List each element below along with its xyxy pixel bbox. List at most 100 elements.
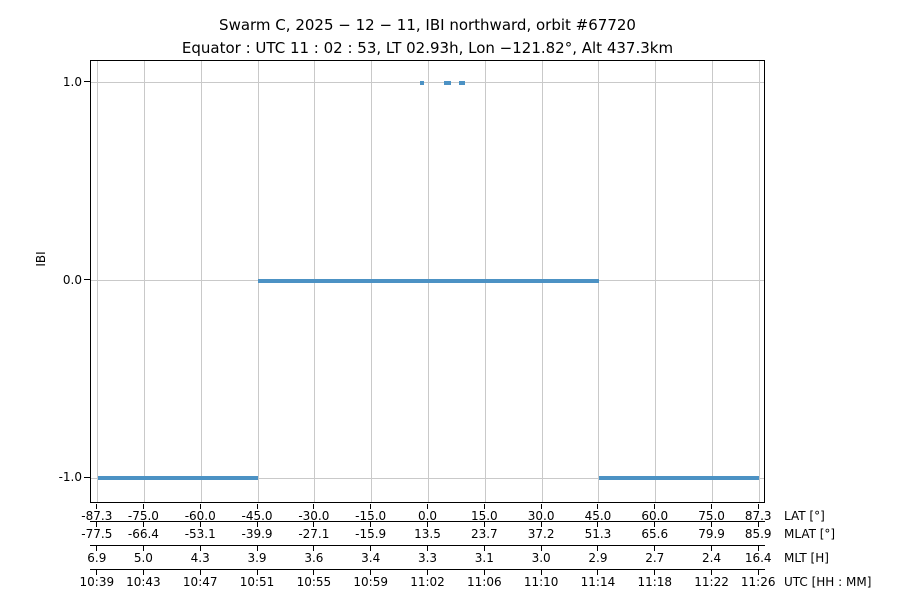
x-tick-mark [313, 570, 315, 575]
x-tick-label: 16.4 [744, 551, 772, 565]
x-tick-mark [370, 570, 372, 575]
x-axis-row-label: LAT [°] [784, 509, 825, 523]
x-tick-label: 10:47 [182, 575, 218, 589]
x-tick-mark [757, 570, 759, 575]
x-tick-mark [483, 570, 485, 575]
x-tick-label: -66.4 [127, 527, 159, 541]
x-tick-label: 10:55 [296, 575, 332, 589]
x-tick-mark [256, 546, 258, 551]
x-tick-label: 3.6 [304, 551, 324, 565]
x-tick-mark [142, 570, 144, 575]
x-tick-mark [757, 546, 759, 551]
x-axis-spine [90, 569, 765, 570]
x-tick-mark [757, 504, 759, 509]
x-tick-label: 2.9 [588, 551, 608, 565]
gridline-vertical [655, 61, 657, 502]
x-tick-label: 3.3 [417, 551, 438, 565]
x-tick-label: -77.5 [81, 527, 113, 541]
x-tick-label: 10:39 [79, 575, 115, 589]
x-tick-label: -45.0 [241, 509, 273, 523]
x-tick-mark [142, 522, 144, 527]
x-tick-mark [757, 522, 759, 527]
x-tick-mark [96, 546, 98, 551]
y-tick-label: 0.0 [62, 272, 82, 287]
x-axis-row-label: UTC [HH : MM] [784, 575, 872, 589]
x-tick-mark [313, 546, 315, 551]
data-marker-ibi-1 [444, 80, 451, 85]
x-tick-mark [711, 504, 713, 509]
plot-area [90, 60, 765, 503]
y-axis-label: IBI [34, 251, 48, 267]
x-tick-label: 2.4 [702, 551, 722, 565]
gridline-horizontal [91, 477, 764, 479]
x-tick-label: 13.5 [414, 527, 441, 541]
x-tick-label: 10:43 [126, 575, 161, 589]
x-tick-label: 11:02 [410, 575, 445, 589]
x-tick-mark [540, 522, 542, 527]
x-tick-mark [370, 504, 372, 509]
x-tick-mark [711, 570, 713, 575]
x-tick-label: -15.9 [355, 527, 387, 541]
x-tick-label: 11:14 [580, 575, 616, 589]
x-axis-row-label: MLT [H] [784, 551, 829, 565]
y-tick-mark [84, 279, 90, 281]
x-tick-label: 11:06 [467, 575, 502, 589]
x-tick-mark [142, 504, 144, 509]
gridline-vertical [97, 61, 99, 502]
x-tick-mark [711, 546, 713, 551]
x-tick-mark [370, 546, 372, 551]
x-tick-mark [427, 546, 428, 551]
data-marker-ibi-1 [420, 80, 425, 85]
data-marker-ibi-1 [458, 80, 466, 85]
x-tick-mark [483, 546, 485, 551]
x-tick-label: 5.0 [133, 551, 153, 565]
y-tick-mark [84, 476, 90, 478]
x-tick-label: -53.1 [184, 527, 216, 541]
x-tick-label: 85.9 [744, 527, 772, 541]
x-tick-label: 65.6 [641, 527, 669, 541]
x-tick-label: 11:26 [740, 575, 776, 589]
x-tick-label: 11:10 [523, 575, 559, 589]
x-tick-mark [597, 570, 599, 575]
x-tick-label: 11:22 [694, 575, 729, 589]
x-tick-mark [96, 504, 98, 509]
x-tick-label: -87.3 [81, 509, 113, 523]
x-axis-spine [90, 521, 765, 522]
y-tick-mark [84, 81, 90, 83]
x-tick-label: 30.0 [527, 509, 555, 523]
x-tick-mark [199, 546, 201, 551]
x-tick-mark [256, 522, 258, 527]
x-tick-mark [597, 504, 599, 509]
x-tick-label: 11:18 [637, 575, 673, 589]
x-axis-spine [90, 545, 765, 546]
gridline-vertical [758, 61, 760, 502]
gridline-horizontal [91, 82, 764, 84]
x-tick-label: 37.2 [527, 527, 555, 541]
x-tick-mark [597, 522, 599, 527]
x-tick-mark [313, 504, 315, 509]
y-tick-label: 1.0 [62, 74, 82, 89]
x-tick-mark [654, 570, 656, 575]
x-tick-mark [199, 522, 201, 527]
x-tick-mark [540, 570, 542, 575]
y-tick-label: -1.0 [58, 470, 82, 485]
x-tick-label: 3.0 [531, 551, 551, 565]
gridline-vertical [712, 61, 714, 502]
x-tick-label: 3.1 [474, 551, 494, 565]
x-tick-label: 87.3 [744, 509, 772, 523]
x-tick-label: -15.0 [355, 509, 387, 523]
chart-title: Swarm C, 2025 − 12 − 11, IBI northward, … [219, 16, 636, 34]
x-tick-label: 23.7 [470, 527, 498, 541]
x-tick-mark [142, 546, 144, 551]
x-tick-label: 75.0 [698, 509, 725, 523]
x-tick-mark [96, 522, 98, 527]
x-tick-label: -27.1 [298, 527, 330, 541]
x-tick-label: 3.4 [361, 551, 381, 565]
x-tick-mark [540, 546, 542, 551]
x-tick-label: -39.9 [241, 527, 273, 541]
x-tick-mark [256, 504, 258, 509]
x-tick-label: 45.0 [584, 509, 612, 523]
x-tick-label: 15.0 [470, 509, 498, 523]
x-tick-label: 79.9 [698, 527, 725, 541]
